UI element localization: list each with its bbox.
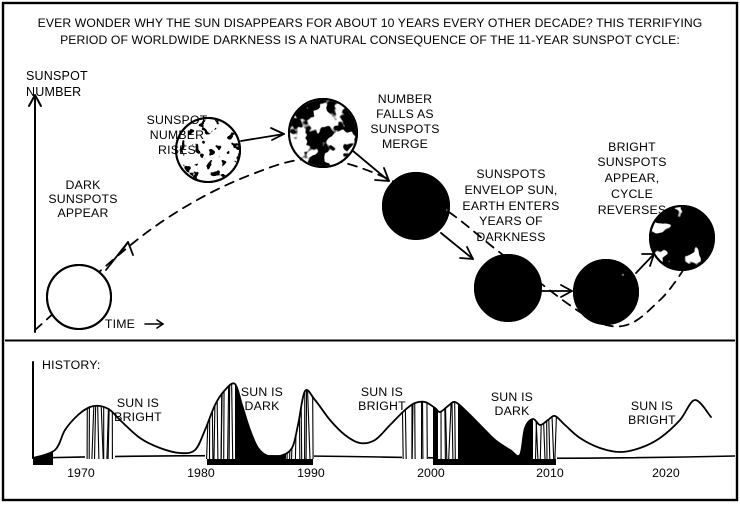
svg-text:SUNSPOTS: SUNSPOTS bbox=[370, 122, 439, 136]
svg-text:PERIOD OF WORLDWIDE DARKNESS I: PERIOD OF WORLDWIDE DARKNESS IS A NATURA… bbox=[60, 33, 680, 47]
svg-text:1980: 1980 bbox=[187, 466, 215, 480]
svg-text:EVER WONDER WHY THE SUN DISAPP: EVER WONDER WHY THE SUN DISAPPEARS FOR A… bbox=[38, 16, 703, 30]
svg-text:BRIGHT: BRIGHT bbox=[608, 140, 656, 154]
svg-text:DARK: DARK bbox=[495, 404, 531, 418]
svg-text:EARTH ENTERS: EARTH ENTERS bbox=[462, 199, 559, 213]
svg-text:SUNSPOTS: SUNSPOTS bbox=[597, 155, 666, 169]
svg-text:SUN IS: SUN IS bbox=[491, 390, 533, 404]
svg-text:SUN IS: SUN IS bbox=[117, 396, 159, 410]
svg-text:CYCLE: CYCLE bbox=[611, 187, 653, 201]
svg-text:NUMBER: NUMBER bbox=[26, 85, 81, 99]
svg-text:YEARS OF: YEARS OF bbox=[479, 214, 543, 228]
svg-text:DARKNESS: DARKNESS bbox=[476, 230, 545, 244]
svg-text:SUN IS: SUN IS bbox=[361, 385, 403, 399]
svg-text:REVERSES: REVERSES bbox=[598, 203, 667, 217]
svg-text:2010: 2010 bbox=[536, 466, 564, 480]
svg-text:2000: 2000 bbox=[417, 466, 445, 480]
svg-text:1990: 1990 bbox=[297, 466, 325, 480]
svg-text:SUNSPOT: SUNSPOT bbox=[147, 113, 208, 127]
svg-text:NUMBER: NUMBER bbox=[150, 128, 205, 142]
svg-text:SUN IS: SUN IS bbox=[631, 399, 673, 413]
svg-text:2020: 2020 bbox=[652, 466, 680, 480]
svg-text:SUNSPOTS: SUNSPOTS bbox=[476, 167, 545, 181]
svg-text:SUN IS: SUN IS bbox=[241, 385, 283, 399]
svg-text:SUNSPOTS: SUNSPOTS bbox=[48, 192, 117, 206]
svg-text:SUNSPOT: SUNSPOT bbox=[26, 69, 88, 83]
svg-text:ENVELOP SUN,: ENVELOP SUN, bbox=[464, 183, 557, 197]
svg-text:1970: 1970 bbox=[67, 466, 95, 480]
svg-text:BRIGHT: BRIGHT bbox=[358, 399, 406, 413]
svg-text:DARK: DARK bbox=[66, 178, 102, 192]
svg-text:TIME: TIME bbox=[105, 317, 135, 331]
svg-text:HISTORY:: HISTORY: bbox=[42, 358, 101, 372]
svg-text:FALLS AS: FALLS AS bbox=[376, 107, 434, 121]
svg-text:NUMBER: NUMBER bbox=[378, 92, 433, 106]
svg-text:MERGE: MERGE bbox=[382, 137, 428, 151]
svg-text:RISES: RISES bbox=[158, 143, 196, 157]
svg-text:BRIGHT: BRIGHT bbox=[628, 413, 676, 427]
svg-text:APPEAR: APPEAR bbox=[57, 206, 108, 220]
svg-text:DARK: DARK bbox=[245, 399, 281, 413]
svg-text:APPEAR,: APPEAR, bbox=[605, 171, 660, 185]
